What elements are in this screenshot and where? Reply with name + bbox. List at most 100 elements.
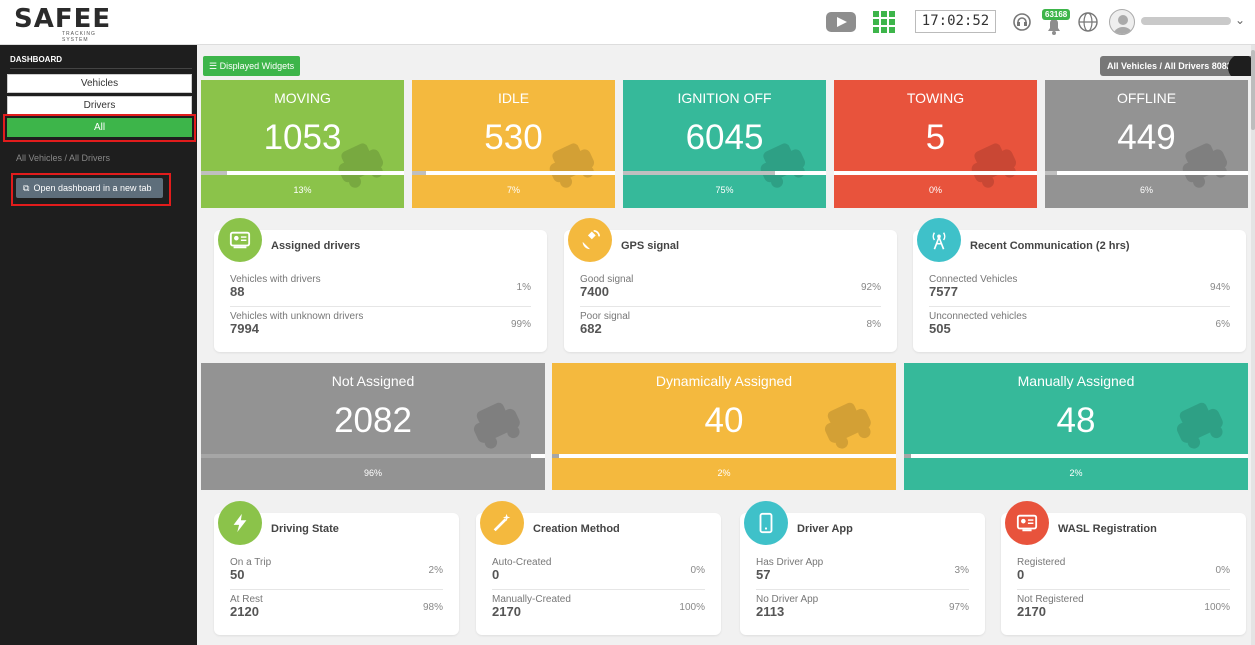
status-tile-label: IDLE [497, 90, 530, 106]
satellite-icon [568, 218, 612, 262]
row-percent: 92% [860, 282, 881, 293]
row-percent: 97% [948, 602, 969, 613]
top-bar: SAFEE TRACKING SYSTEM 17:02:52 63168 ⌄ [0, 0, 1255, 45]
scrollbar-thumb[interactable] [1251, 50, 1255, 130]
displayed-widgets-button[interactable]: ☰ Displayed Widgets [203, 56, 301, 76]
info-card-title: GPS signal [621, 240, 680, 252]
row-value: 2170 [1017, 604, 1046, 619]
info-card-row: No Driver App 2113 97% [756, 594, 969, 624]
status-tile-ignition-off[interactable]: IGNITION OFF 6045 75% [623, 80, 826, 208]
assignment-progress-fill [552, 454, 559, 458]
status-progress-fill [623, 171, 776, 175]
info-card-row: Auto-Created 0 0% [492, 557, 705, 587]
info-card-title: Driving State [271, 523, 339, 535]
row-label: At Rest [230, 594, 263, 605]
status-tile-label: TOWING [906, 90, 965, 106]
assignment-tile-percent: 96% [363, 468, 382, 478]
info-card-assigned-drivers[interactable]: Assigned drivers Vehicles with drivers 88 1… [214, 230, 547, 352]
row-divider [230, 306, 531, 307]
bell-icon[interactable] [1042, 14, 1066, 38]
assignment-tile-manually-assigned[interactable]: Manually Assigned 48 2% [904, 363, 1248, 490]
info-card-row: Vehicles with drivers 88 1% [230, 274, 531, 304]
row-label: Manually-Created [492, 594, 571, 605]
video-play-icon[interactable] [826, 12, 856, 32]
row-label: Connected Vehicles [929, 274, 1018, 285]
globe-icon[interactable] [1076, 10, 1100, 34]
row-percent: 100% [1204, 602, 1230, 613]
status-progress-bar [1045, 171, 1248, 175]
row-percent: 94% [1209, 282, 1230, 293]
status-progress-bar [201, 171, 404, 175]
row-value: 0 [1017, 567, 1025, 582]
mobile-icon [744, 501, 788, 545]
status-tile-idle[interactable]: IDLE 530 7% [412, 80, 615, 208]
status-tile-value: 449 [1117, 118, 1176, 157]
assignment-tile-not-assigned[interactable]: Not Assigned 2082 96% [201, 363, 545, 490]
row-label: Poor signal [580, 311, 631, 322]
support-headset-icon[interactable] [1010, 10, 1034, 34]
status-progress-bar [412, 171, 615, 175]
status-tile-label: MOVING [274, 90, 331, 106]
car-watermark-icon [1168, 393, 1230, 455]
status-tile-offline[interactable]: OFFLINE 449 6% [1045, 80, 1248, 208]
car-watermark-icon [816, 393, 878, 455]
user-avatar[interactable] [1109, 9, 1135, 35]
clock-display: 17:02:52 [915, 10, 996, 33]
filter-summary-badge[interactable]: All Vehicles / All Drivers 8082/2170 [1100, 56, 1255, 76]
row-percent: 0% [1215, 565, 1230, 576]
status-tile-moving[interactable]: MOVING 1053 13% [201, 80, 404, 208]
sidebar-breadcrumb: All Vehicles / All Drivers [16, 153, 111, 163]
info-card-gps-signal[interactable]: GPS signal Good signal 7400 92% Poor signal 6… [564, 230, 897, 352]
assignment-tile-label: Dynamically Assigned [655, 373, 793, 389]
assignment-tile-value: 48 [1056, 401, 1096, 440]
status-progress-fill [201, 171, 228, 175]
status-tile-percent: 13% [293, 185, 312, 195]
all-button[interactable]: All [7, 118, 192, 137]
row-percent: 1% [516, 282, 531, 293]
row-percent: 0% [690, 565, 705, 576]
status-tile-value: 1053 [263, 118, 342, 157]
drivers-button[interactable]: Drivers [7, 96, 192, 115]
info-card-title: WASL Registration [1058, 523, 1157, 535]
id-card-icon [218, 218, 262, 262]
row-divider [756, 589, 969, 590]
logo-subtitle: TRACKING SYSTEM [62, 31, 96, 43]
open-new-tab-button[interactable]: ⧉ Open dashboard in a new tab [16, 178, 163, 198]
info-card-row: Vehicles with unknown drivers 7994 99% [230, 311, 531, 341]
status-tile-percent: 7% [506, 185, 520, 195]
row-label: Has Driver App [756, 557, 824, 568]
assignment-tile-percent: 2% [717, 468, 731, 478]
row-label: Auto-Created [492, 557, 552, 568]
collapse-toggle[interactable] [1228, 56, 1255, 76]
assignment-progress-bar [904, 454, 1248, 458]
row-value: 7994 [230, 321, 259, 336]
assignment-progress-fill [904, 454, 911, 458]
row-value: 7577 [929, 284, 958, 299]
safee-logo[interactable]: SAFEE TRACKING SYSTEM [14, 6, 114, 43]
vertical-scrollbar[interactable] [1251, 45, 1255, 645]
row-value: 505 [929, 321, 951, 336]
row-label: On a Trip [230, 557, 272, 568]
info-card-title: Driver App [797, 523, 853, 535]
chevron-down-icon[interactable]: ⌄ [1235, 13, 1246, 27]
row-label: Good signal [580, 274, 634, 285]
row-label: Unconnected vehicles [929, 311, 1027, 322]
magic-wand-icon [480, 501, 524, 545]
row-value: 57 [756, 567, 771, 582]
row-label: Not Registered [1017, 594, 1084, 605]
apps-grid-icon[interactable] [873, 11, 895, 33]
row-divider [929, 306, 1230, 307]
status-tile-towing[interactable]: TOWING 5 0% [834, 80, 1037, 208]
info-card-row: At Rest 2120 98% [230, 594, 443, 624]
open-new-tab-label: Open dashboard in a new tab [33, 183, 152, 193]
assignment-tile-label: Manually Assigned [1017, 373, 1135, 389]
status-progress-fill [1045, 171, 1058, 175]
assignment-tile-dynamically-assigned[interactable]: Dynamically Assigned 40 2% [552, 363, 896, 490]
info-card-recent-communication-2-hrs[interactable]: Recent Communication (2 hrs) Connected Ve… [913, 230, 1246, 352]
row-value: 7400 [580, 284, 609, 299]
vehicles-button[interactable]: Vehicles [7, 74, 192, 93]
row-value: 2120 [230, 604, 259, 619]
status-tile-value: 6045 [685, 118, 764, 157]
lightning-icon [218, 501, 262, 545]
user-name-blurred[interactable] [1141, 17, 1231, 25]
